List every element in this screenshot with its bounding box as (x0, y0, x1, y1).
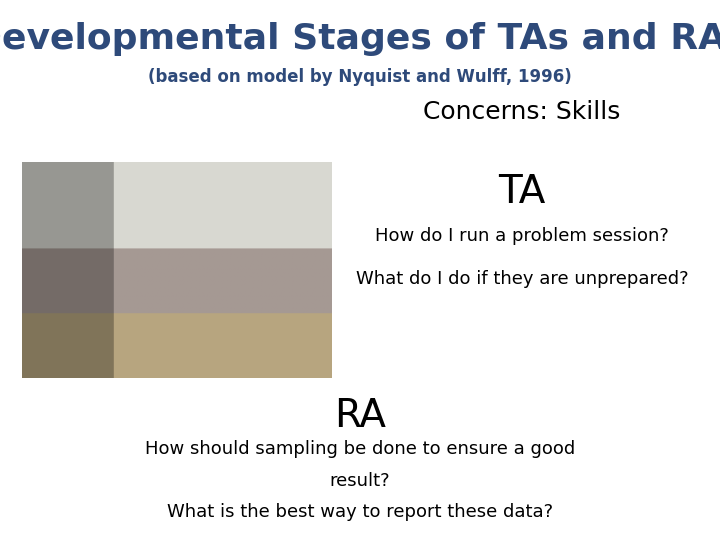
Bar (22, 162, 331, 378)
Text: TA: TA (498, 173, 546, 211)
Text: What do I do if they are unprepared?: What do I do if they are unprepared? (356, 270, 688, 288)
Text: Concerns: Skills: Concerns: Skills (423, 100, 621, 124)
Text: How do I run a problem session?: How do I run a problem session? (375, 227, 669, 245)
Text: What is the best way to report these data?: What is the best way to report these dat… (167, 503, 553, 521)
Text: Developmental Stages of TAs and RAs: Developmental Stages of TAs and RAs (0, 22, 720, 56)
Text: result?: result? (330, 472, 390, 490)
Text: RA: RA (334, 397, 386, 435)
Text: (based on model by Nyquist and Wulff, 1996): (based on model by Nyquist and Wulff, 19… (148, 68, 572, 85)
Text: How should sampling be done to ensure a good: How should sampling be done to ensure a … (145, 440, 575, 458)
